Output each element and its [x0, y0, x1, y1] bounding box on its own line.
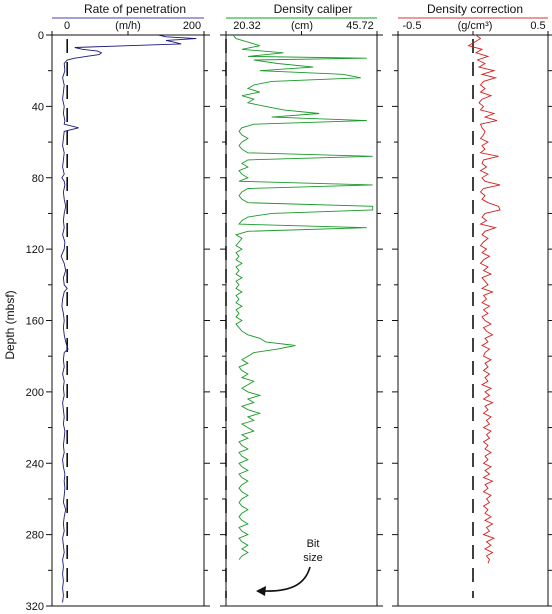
panel-title: Rate of penetration — [84, 2, 186, 16]
depth-tick-label: 120 — [26, 244, 44, 256]
panel-xmin-label: 20.32 — [233, 20, 261, 32]
depth-tick-label: 0 — [38, 30, 44, 42]
panel-frame — [51, 34, 205, 607]
panel-xmax-label: 0.5 — [530, 20, 545, 32]
depth-tick-label: 160 — [26, 316, 44, 328]
depth-tick-label: 200 — [26, 387, 44, 399]
depth-tick-label: 320 — [26, 601, 44, 613]
depth-tick-label: 40 — [32, 101, 44, 113]
depth-tick-label: 240 — [26, 458, 44, 470]
panel-unit-label: (g/cm³) — [458, 20, 493, 32]
bit-size-annotation-line2: size — [303, 552, 323, 564]
log-series-line — [467, 35, 501, 564]
panel-xmax-label: 200 — [183, 20, 201, 32]
depth-tick-label: 80 — [32, 173, 44, 185]
panel-rate-of-penetration: Rate of penetration 0 (m/h) 200 — [46, 2, 210, 607]
panel-xmax-label: 45.72 — [346, 20, 374, 32]
panel-xmin-label: 0 — [64, 20, 70, 32]
depth-axis: 0 40 80 120 160 200 240 280 320 — [26, 30, 44, 613]
panel-title: Density caliper — [274, 2, 353, 16]
bit-size-arrow — [261, 566, 311, 592]
depth-axis-label: Depth (mbsf) — [3, 290, 17, 359]
log-series-line — [232, 35, 374, 560]
bit-size-annotation-line1: Bit — [307, 538, 320, 550]
panel-density-caliper: Density caliper 20.32 (cm) 45.72 Bit siz… — [220, 2, 383, 607]
log-series-line — [60, 35, 197, 603]
panel-xmin-label: -0.5 — [403, 20, 422, 32]
bit-size-arrowhead — [256, 586, 266, 596]
panel-unit-label: (cm) — [291, 20, 313, 32]
depth-tick-label: 280 — [26, 530, 44, 542]
panel-unit-label: (m/h) — [115, 20, 141, 32]
panel-title: Density correction — [427, 2, 523, 16]
panel-density-correction: Density correction -0.5 (g/cm³) 0.5 — [392, 2, 552, 607]
